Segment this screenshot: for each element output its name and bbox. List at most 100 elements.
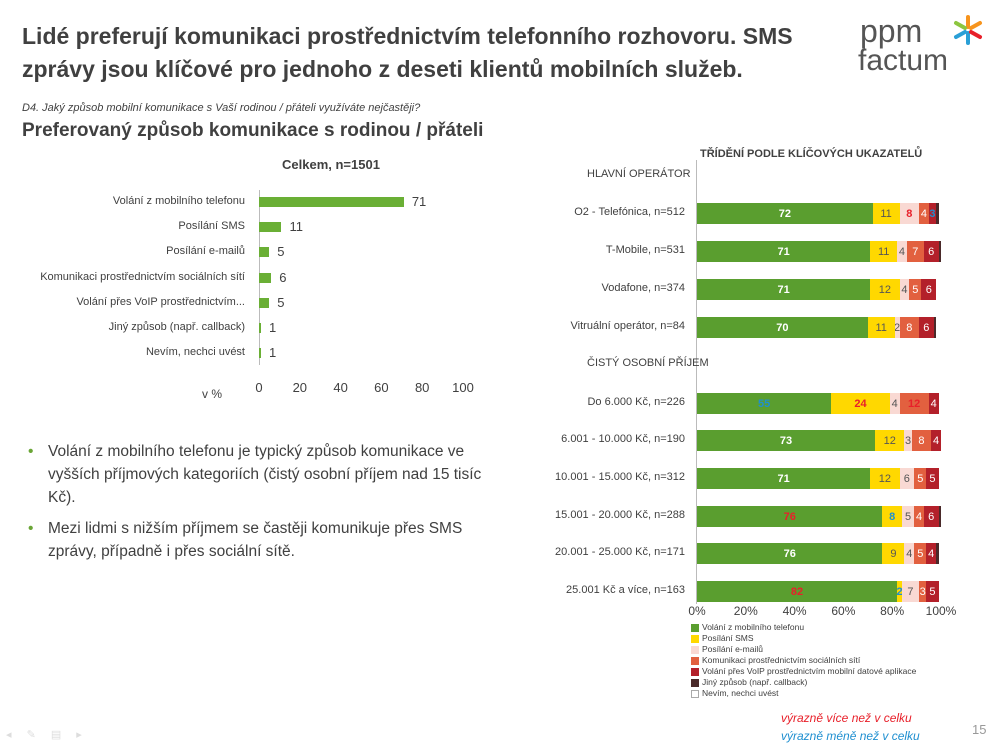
legend-item: Volání přes VoIP prostřednictvím mobilní… [691, 666, 916, 677]
bar-segment: 5 [926, 581, 939, 602]
category-label: Jiný způsob (např. callback) [108, 321, 245, 333]
row-label: 10.001 - 15.000 Kč, n=312 [555, 471, 685, 483]
bar-segment: 4 [904, 543, 915, 564]
data-label: 5 [277, 244, 285, 259]
bar-segment: 11 [867, 317, 895, 338]
category-label: Posílání e-mailů [166, 245, 245, 257]
question-text: D4. Jaký způsob mobilní komunikace s Vaš… [22, 102, 421, 114]
data-label: 71 [411, 194, 427, 209]
bar-segment: 71 [697, 279, 871, 300]
bar-segment: 76 [697, 543, 883, 564]
data-label: 11 [289, 219, 303, 234]
bar-segment [936, 203, 939, 224]
bar-segment: 5 [901, 506, 915, 527]
bar-segment [938, 506, 941, 527]
group-header: ČISTÝ OSOBNÍ PŘÍJEM [587, 357, 709, 369]
bar-segment [938, 241, 941, 262]
bar-segment: 82 [697, 581, 898, 602]
bar-segment: 4 [926, 543, 937, 564]
row-label: 6.001 - 10.000 Kč, n=190 [561, 433, 685, 445]
x-tick-label: 60 [374, 380, 389, 395]
bar-segment: 8 [882, 506, 902, 527]
x-tick-label: 0% [688, 604, 706, 618]
bullet-item: Mezi lidmi s nižším příjmem se častěji k… [28, 517, 498, 563]
y-axis-line [696, 160, 697, 604]
slide-nav-controls[interactable]: ◂ ✎ ▤ ▸ [6, 729, 88, 741]
bullet-list: Volání z mobilního telefonu je typický z… [28, 440, 498, 571]
bar-segment: 12 [899, 393, 929, 414]
bar-segment: 4 [897, 241, 907, 262]
bar-segment: 5 [914, 543, 927, 564]
legend-label: Jiný způsob (např. callback) [702, 677, 808, 687]
bar-segment [933, 317, 937, 338]
x-tick-label: 20 [292, 380, 308, 395]
bar-segment: 55 [697, 393, 832, 414]
x-tick-label: 40 [333, 380, 348, 395]
bar-segment: 73 [697, 430, 876, 451]
data-label: 6 [279, 270, 287, 285]
bar-segment: 9 [882, 543, 905, 564]
category-label: Nevím, nechci uvést [145, 346, 245, 358]
row-label: Vodafone, n=374 [601, 282, 686, 294]
bar-segment [936, 543, 939, 564]
bar-segment: 7 [906, 241, 924, 262]
bar-segment: 12 [870, 279, 900, 300]
x-tick-label: 40% [782, 604, 807, 618]
bar-segment: 4 [931, 430, 941, 451]
ppm-factum-logo: ppm factum [858, 12, 988, 77]
bar-segment: 2 [897, 581, 902, 602]
bar-segment: 5 [909, 279, 922, 300]
chart-legend: Volání z mobilního telefonu Posílání SMS P… [691, 622, 916, 699]
left-chart-title: Celkem, n=1501 [282, 157, 380, 172]
legend-item: Posílání SMS [691, 633, 916, 644]
section-subtitle: Preferovaný způsob komunikace s rodinou … [22, 120, 484, 141]
bar-segment: 6 [919, 317, 934, 338]
category-label: Posílání SMS [178, 220, 245, 232]
bar-segment: 4 [919, 203, 929, 224]
bar-segment: 11 [870, 241, 898, 262]
legend-item: Posílání e-mailů [691, 644, 916, 655]
legend-item: Nevím, nechci uvést [691, 688, 916, 699]
legend-swatch [691, 634, 699, 643]
bar-segment: 2 [894, 317, 900, 338]
bar-segment [936, 317, 941, 338]
group-header: HLAVNÍ OPERÁTOR [587, 168, 691, 180]
legend-swatch [691, 656, 699, 665]
bar-segment: 3 [919, 581, 927, 602]
bar [259, 348, 262, 358]
bar-segment: 6 [899, 468, 915, 489]
bar-segment: 72 [697, 203, 873, 224]
bar-segment: 6 [923, 241, 939, 262]
bar-segment: 5 [914, 468, 927, 489]
legend-item: Volání z mobilního telefonu [691, 622, 916, 633]
bar-segment [938, 203, 941, 224]
bar-segment [938, 543, 941, 564]
bar-segment: 12 [875, 430, 905, 451]
x-tick-label: 60% [831, 604, 856, 618]
legend-swatch [691, 645, 699, 654]
bar-segment: 5 [926, 468, 939, 489]
data-label: 1 [269, 345, 277, 360]
bar-segment: 3 [904, 430, 912, 451]
bar-segment: 70 [697, 317, 868, 338]
bar-segment: 24 [831, 393, 890, 414]
bar-segment: 8 [899, 203, 920, 224]
legend-label: Volání přes VoIP prostřednictvím mobilní… [702, 666, 917, 676]
legend-label: Volání z mobilního telefonu [702, 622, 805, 632]
legend-label: Komunikaci prostřednictvím sociálních sí… [702, 655, 861, 665]
category-label: Komunikaci prostřednictvím sociálních sí… [40, 271, 245, 283]
svg-text:factum: factum [858, 44, 948, 74]
bar [259, 197, 404, 207]
category-label: Volání přes VoIP prostřednictvím... [76, 296, 245, 308]
row-label: Do 6.000 Kč, n=226 [587, 396, 685, 408]
row-label: T-Mobile, n=531 [605, 244, 685, 256]
bar-segment: 4 [899, 279, 910, 300]
x-tick-label: 80% [880, 604, 905, 618]
left-chart-xlabel: v % [202, 387, 223, 401]
bar-segment: 76 [697, 506, 883, 527]
row-label: 15.001 - 20.000 Kč, n=288 [555, 509, 685, 521]
bar [259, 298, 270, 308]
legend-item: Jiný způsob (např. callback) [691, 677, 916, 688]
bar-segment: 71 [697, 468, 871, 489]
bar-segment: 6 [923, 506, 939, 527]
